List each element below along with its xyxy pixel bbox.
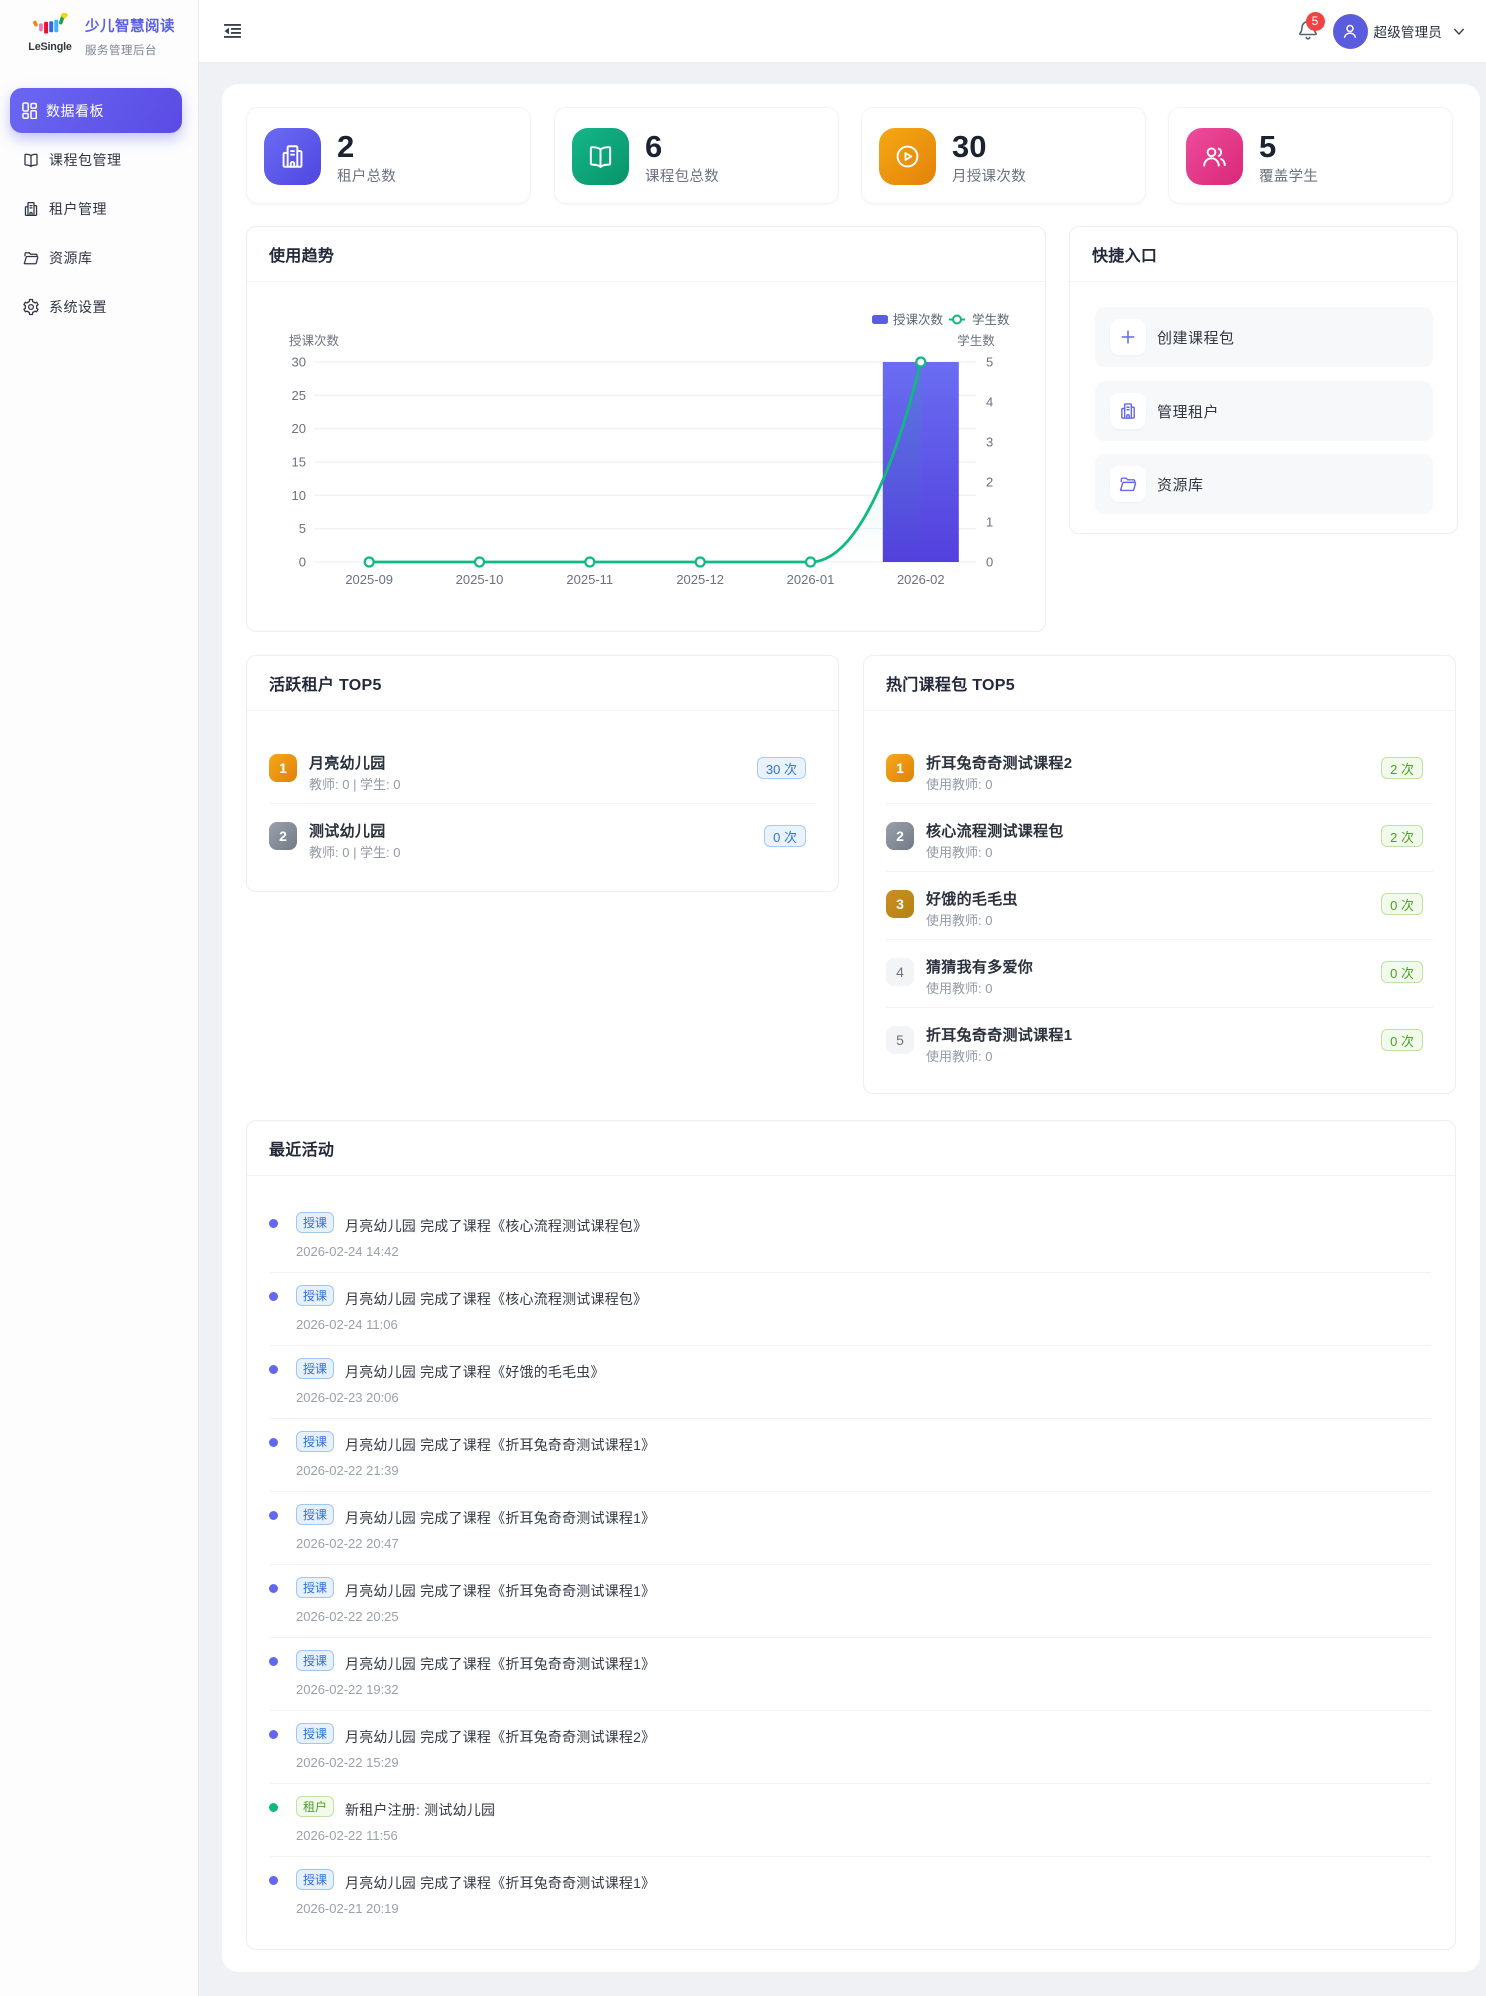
svg-text:10: 10 — [292, 488, 306, 503]
svg-text:学生数: 学生数 — [957, 333, 995, 348]
svg-text:30: 30 — [292, 355, 306, 370]
svg-text:2026-02: 2026-02 — [897, 572, 945, 587]
svg-text:学生数: 学生数 — [972, 312, 1010, 327]
svg-text:0: 0 — [299, 555, 306, 570]
svg-text:1: 1 — [986, 515, 993, 530]
svg-text:2: 2 — [986, 475, 993, 490]
svg-text:2026-01: 2026-01 — [787, 572, 835, 587]
svg-text:5: 5 — [299, 521, 306, 536]
svg-text:2025-12: 2025-12 — [676, 572, 724, 587]
svg-text:2025-10: 2025-10 — [456, 572, 504, 587]
svg-text:5: 5 — [986, 355, 993, 370]
svg-text:2025-09: 2025-09 — [345, 572, 393, 587]
svg-text:授课次数: 授课次数 — [893, 312, 944, 327]
svg-text:2025-11: 2025-11 — [566, 572, 613, 587]
svg-text:3: 3 — [986, 435, 993, 450]
svg-text:15: 15 — [292, 455, 306, 470]
svg-text:20: 20 — [292, 421, 306, 436]
svg-text:0: 0 — [986, 555, 993, 570]
svg-text:25: 25 — [292, 388, 306, 403]
svg-text:授课次数: 授课次数 — [289, 333, 340, 348]
svg-text:4: 4 — [986, 395, 993, 410]
